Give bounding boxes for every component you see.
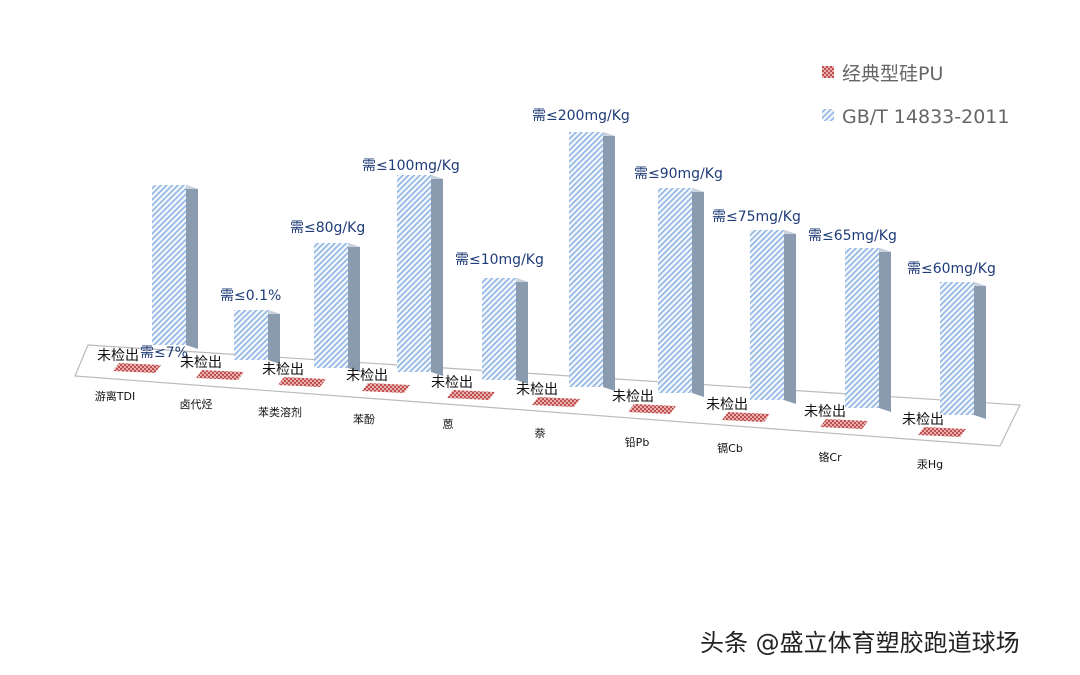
label-gb-8: 需≤65mg/Kg: [808, 228, 897, 244]
bar-classic-2: [278, 377, 326, 387]
category-label-7: 镉Cb: [717, 441, 743, 455]
label-gb-6: 需≤90mg/Kg: [634, 166, 723, 182]
bar-gb-side-5: [603, 132, 615, 391]
category-label-6: 铅Pb: [625, 435, 650, 449]
bar-gb-8: [845, 248, 879, 408]
label-gb-7: 需≤75mg/Kg: [712, 209, 801, 225]
bar-classic-9: [918, 427, 966, 437]
legend-swatch-classic: [822, 66, 834, 78]
label-gb-9: 需≤60mg/Kg: [907, 261, 996, 277]
label-classic-4: 未检出: [431, 375, 473, 391]
bar-gb-side-6: [692, 188, 704, 397]
label-classic-0: 未检出: [97, 348, 139, 364]
bar-gb-side-9: [974, 282, 986, 419]
category-label-8: 铬Cr: [818, 450, 842, 464]
label-gb-4: 需≤10mg/Kg: [455, 252, 544, 268]
floor: [74, 344, 1021, 447]
label-classic-3: 未检出: [346, 368, 388, 384]
category-label-9: 汞Hg: [917, 458, 943, 471]
category-label-2: 苯类溶剂: [258, 405, 302, 419]
bar-classic-8: [820, 419, 868, 429]
legend-label-gb: GB/T 14833-2011: [842, 106, 1009, 128]
bar-classic-4: [447, 390, 495, 400]
category-label-1: 卤代烃: [180, 398, 213, 411]
bar-gb-4: [482, 278, 516, 380]
bar-classic-7: [722, 412, 770, 422]
bar-gb-1: [234, 310, 268, 360]
label-gb-1: 需≤0.1%: [220, 288, 281, 304]
bar-gb-side-1: [268, 310, 280, 364]
bar-gb-0: [152, 185, 186, 345]
legend: 经典型硅PU GB/T 14833-2011: [822, 63, 1009, 128]
watermark: 头条 @盛立体育塑胶跑道球场: [700, 629, 1020, 657]
bar-classic-3: [362, 383, 410, 393]
label-classic-6: 未检出: [612, 389, 654, 405]
label-classic-5: 未检出: [516, 382, 558, 398]
label-gb-3: 需≤100mg/Kg: [362, 158, 460, 174]
bar-gb-side-7: [784, 230, 796, 404]
bar-classic-0: [113, 363, 161, 373]
legend-swatch-gb: [822, 109, 834, 121]
bar-gb-5: [569, 132, 603, 387]
bar-classic-1: [196, 370, 244, 380]
bar-gb-2: [314, 243, 348, 368]
bar-gb-6: [658, 188, 692, 393]
bar-gb-side-0: [186, 185, 198, 349]
label-classic-9: 未检出: [902, 412, 944, 428]
bar-gb-7: [750, 230, 784, 400]
category-label-0: 游离TDI: [95, 389, 135, 403]
bar-classic-5: [532, 397, 580, 407]
bar-gb-9: [940, 282, 974, 415]
category-label-4: 蒽: [443, 418, 454, 431]
label-classic-7: 未检出: [706, 397, 748, 413]
bar-gb-side-8: [879, 248, 891, 412]
category-label-3: 苯酚: [353, 412, 375, 426]
bar-gb-side-2: [348, 243, 360, 372]
legend-label-classic: 经典型硅PU: [842, 63, 943, 85]
label-gb-0: 需≤7%: [140, 345, 188, 361]
label-classic-8: 未检出: [804, 404, 846, 420]
bar-gb-side-4: [516, 278, 528, 384]
label-classic-1: 未检出: [180, 355, 222, 371]
label-gb-5: 需≤200mg/Kg: [532, 108, 630, 124]
label-gb-2: 需≤80g/Kg: [290, 220, 365, 236]
category-label-5: 萘: [535, 427, 546, 440]
bar-gb-3: [397, 175, 431, 372]
bar-gb-side-3: [431, 175, 443, 376]
label-classic-2: 未检出: [262, 362, 304, 378]
bar-classic-6: [628, 404, 676, 414]
